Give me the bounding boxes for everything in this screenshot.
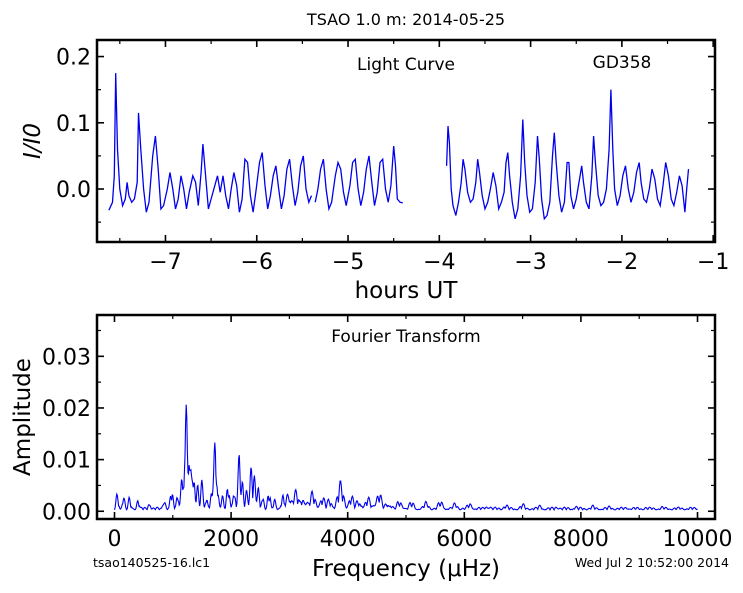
light-curve-ylabel: I/I0	[20, 123, 46, 159]
light-curve-title: Light Curve	[357, 55, 455, 75]
x-tick-label: −1	[697, 250, 729, 275]
x-tick-label: 10000	[663, 527, 733, 552]
y-tick-label: 0.03	[42, 345, 91, 370]
fourier-spectrum-line	[113, 404, 698, 511]
y-tick-label: 0.1	[56, 112, 91, 137]
light-curve-line	[108, 73, 313, 213]
light-curve-line	[445, 89, 690, 221]
x-tick-label: −4	[423, 250, 455, 275]
light-curve-frame	[95, 38, 717, 244]
footer-timestamp: Wed Jul 2 10:52:00 2014	[575, 555, 729, 570]
x-tick-label: −3	[514, 250, 546, 275]
fourier-ticks: 0 2000 4000 6000 8000 10000 0.00 0.01 0.02 0.03	[42, 315, 733, 552]
y-tick-label: 0.02	[42, 397, 91, 422]
x-tick-label: 0	[107, 527, 121, 552]
fourier-xlabel: Frequency (μHz)	[312, 556, 500, 582]
y-tick-label: 0.01	[42, 449, 91, 474]
x-tick-label: 2000	[203, 527, 259, 552]
x-tick-label: −6	[241, 250, 273, 275]
chart-title: TSAO 1.0 m: 2014-05-25	[306, 10, 505, 29]
light-curve-xlabel: hours UT	[355, 278, 459, 304]
star-name-annotation: GD358	[593, 53, 652, 73]
x-tick-label: −7	[149, 250, 181, 275]
fourier-ylabel: Amplitude	[10, 358, 36, 476]
y-tick-label: 0.2	[56, 46, 91, 71]
x-tick-label: 4000	[320, 527, 376, 552]
fourier-title: Fourier Transform	[331, 327, 480, 347]
fourier-series	[113, 404, 698, 511]
x-tick-label: 6000	[436, 527, 492, 552]
light-curve-ticks: −7 −6 −5 −4 −3 −2 −1 0.0 0.1 0.2	[56, 40, 729, 275]
light-curve-series	[108, 73, 690, 221]
y-tick-label: 0.00	[42, 500, 91, 525]
light-curve-panel: Light Curve GD358 hours UT I/I0 −7 −6 −5 −4…	[20, 38, 729, 304]
x-tick-label: −2	[606, 250, 638, 275]
footer-filename: tsao140525-16.lc1	[93, 555, 210, 570]
x-tick-label: −5	[332, 250, 364, 275]
light-curve-line	[314, 145, 403, 212]
y-tick-label: 0.0	[56, 178, 91, 203]
x-tick-label: 8000	[553, 527, 609, 552]
fourier-panel: Fourier Transform Frequency (μHz) Amplit…	[10, 313, 733, 582]
